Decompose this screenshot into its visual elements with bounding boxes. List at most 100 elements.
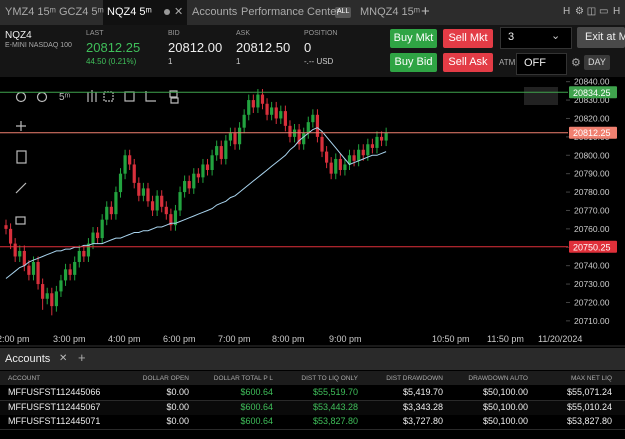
candle-body xyxy=(228,133,233,141)
candle-body xyxy=(183,181,187,193)
candle-body xyxy=(265,103,269,115)
table-cell: $53,827.80 xyxy=(566,416,612,426)
nav-button[interactable] xyxy=(524,87,558,105)
quantity-select[interactable] xyxy=(500,27,572,49)
candle-body xyxy=(192,173,196,189)
x-tick-label: 11:50 pm xyxy=(487,334,524,344)
price-level-tag xyxy=(569,86,617,99)
tab-label: MNQZ4 15ᵐ xyxy=(360,6,421,18)
table-header-bg xyxy=(0,371,625,385)
quote-last: 20812.25 xyxy=(86,40,141,55)
y-tick-label: 20790.00 xyxy=(574,169,610,179)
y-tick-label: 20820.00 xyxy=(574,113,610,123)
sell-ask-button[interactable]: Sell Ask xyxy=(443,53,493,72)
candle-body xyxy=(73,261,77,275)
candle-body xyxy=(54,291,58,307)
panel-tab-close[interactable]: ✕ xyxy=(59,353,68,364)
candle-body xyxy=(283,111,287,126)
interval-label[interactable]: 5ᵐ xyxy=(59,92,71,103)
quote-ask-label: ASK xyxy=(236,30,251,37)
candle-body xyxy=(384,132,388,141)
quote-bid-size: 1 xyxy=(168,57,173,66)
candle-body xyxy=(288,125,292,137)
add-tab: + xyxy=(421,3,430,20)
candle-body xyxy=(306,122,310,134)
buy-bid-button[interactable]: Buy Bid xyxy=(390,53,437,72)
table-cell: $55,519.70 xyxy=(312,387,358,397)
gear-icon[interactable]: ⚙ xyxy=(571,57,581,69)
candle-body xyxy=(320,136,324,152)
buy-mkt-button[interactable]: Buy Mkt xyxy=(390,29,437,48)
candle-body xyxy=(114,192,118,215)
tif-bg[interactable] xyxy=(584,55,610,70)
table-cell: $55,010.24 xyxy=(566,401,612,412)
x-tick-label: 11/20/2024 xyxy=(538,334,582,344)
candle-body xyxy=(178,192,182,211)
table-cell: $55,071.24 xyxy=(566,387,612,397)
candle-body xyxy=(375,136,379,148)
panel-tab-bar xyxy=(0,348,625,370)
quote-ask-size: 1 xyxy=(236,57,241,66)
candle-body xyxy=(45,293,49,299)
dropdown-arrow: ⌄ xyxy=(551,30,561,42)
table-cell: $50,100.00 xyxy=(482,387,528,397)
column-header: ACCOUNT xyxy=(8,375,41,382)
candle-body xyxy=(50,293,54,307)
candle-body xyxy=(247,100,251,115)
candle-body xyxy=(150,201,155,211)
window-control: H xyxy=(613,6,621,17)
candle-body xyxy=(357,149,361,161)
table-cell: $5,419.70 xyxy=(402,387,443,397)
sell-mkt-button[interactable]: Sell Mkt xyxy=(443,29,493,48)
table-cell: MFFUSFST112445066 xyxy=(8,387,101,397)
price-level-label: 20750.25 xyxy=(573,242,611,252)
candle-body xyxy=(256,94,260,108)
candle-body xyxy=(13,243,17,257)
atm-select[interactable] xyxy=(516,53,567,75)
panel-add-tab: + xyxy=(78,350,86,365)
column-header: DRAWDOWN AUTO xyxy=(468,375,528,382)
window-control: H xyxy=(563,6,571,17)
quote-symbol: NQZ4 xyxy=(5,30,32,41)
candle-body xyxy=(233,133,237,145)
atm-label: ATM xyxy=(499,58,516,67)
tab-dot xyxy=(164,9,170,15)
candle-body xyxy=(237,127,242,145)
column-header: DIST DRAWDOWN xyxy=(386,375,443,382)
candle-body xyxy=(187,181,191,189)
candle-body xyxy=(315,114,320,137)
table-cell: $50,100.00 xyxy=(482,416,528,426)
quote-position-label: POSITION xyxy=(304,30,338,37)
y-tick-label: 20720.00 xyxy=(574,297,610,307)
exit-button[interactable]: Exit at Mkt xyxy=(577,27,625,48)
quote-position-value: -.-- USD xyxy=(304,57,334,66)
candle-body xyxy=(27,265,31,275)
y-tick-label: 20800.00 xyxy=(574,150,610,160)
candle-body xyxy=(123,155,127,174)
window-icons[interactable]: ⚙ ◫ ▭ xyxy=(575,6,609,17)
column-header: DOLLAR OPEN xyxy=(142,375,189,382)
table-cell: $0.00 xyxy=(166,401,189,412)
candle-body xyxy=(82,250,86,257)
badge-bg xyxy=(335,7,351,18)
candle-body xyxy=(297,129,301,145)
candle-body xyxy=(274,107,278,119)
candle-body xyxy=(59,280,63,292)
candle-body xyxy=(105,206,109,220)
y-tick-label: 20780.00 xyxy=(574,187,610,197)
candle-body xyxy=(242,114,246,128)
active-tab[interactable] xyxy=(103,0,187,25)
x-tick-label: 10:50 pm xyxy=(432,334,470,344)
candle-body xyxy=(118,173,123,193)
candle-body xyxy=(41,284,45,299)
candle-body xyxy=(334,158,338,174)
candle-body xyxy=(260,94,265,104)
candle-body xyxy=(352,155,356,161)
table-cell: $600.64 xyxy=(240,416,273,426)
candle-body xyxy=(338,158,342,170)
candle-body xyxy=(302,133,306,145)
tab-close[interactable]: ✕ xyxy=(174,6,184,18)
candle-body xyxy=(329,162,333,174)
table-cell: $3,343.28 xyxy=(402,401,443,412)
